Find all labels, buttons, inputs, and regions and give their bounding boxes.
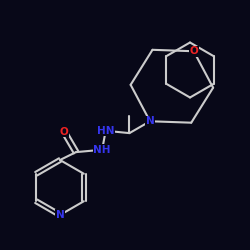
Text: O: O — [60, 127, 68, 137]
Text: HN: HN — [97, 126, 114, 136]
Text: N: N — [146, 116, 154, 126]
Text: N: N — [56, 210, 64, 220]
Text: O: O — [190, 46, 198, 56]
Text: NH: NH — [93, 145, 111, 155]
